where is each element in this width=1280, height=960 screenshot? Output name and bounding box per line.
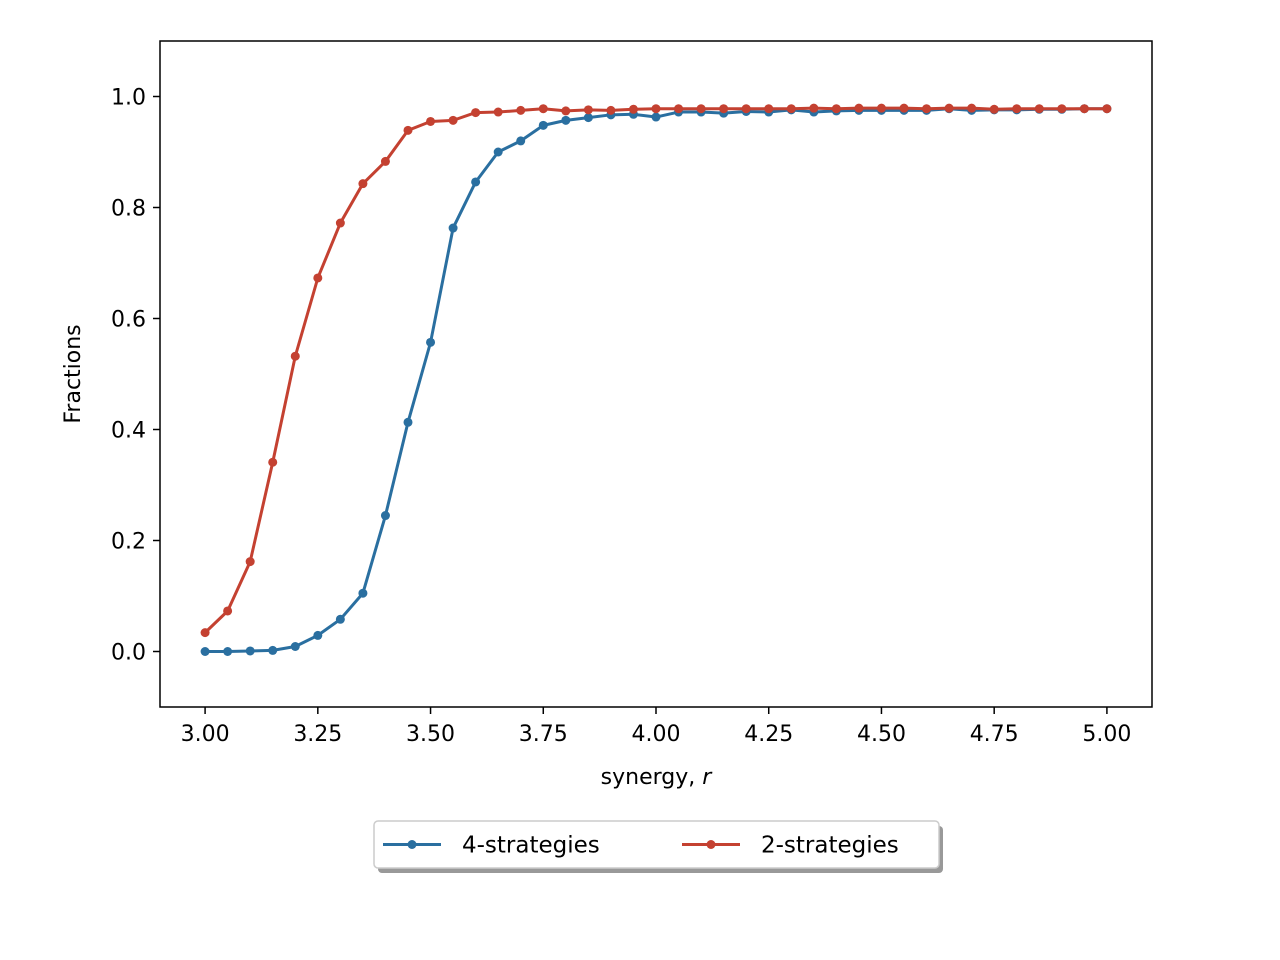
y-tick-label: 0.8 [111, 197, 146, 222]
data-point [403, 417, 413, 427]
data-point [448, 223, 458, 233]
data-point [516, 136, 526, 146]
series-2-strategies [200, 103, 1112, 638]
data-point [223, 647, 233, 656]
data-point [809, 103, 819, 113]
data-point [538, 120, 548, 130]
data-point [674, 104, 684, 114]
x-axis: 3.00 3.25 3.50 3.75 4.00 4.25 4.50 4.75 5.00 [181, 707, 1131, 747]
data-point [313, 630, 323, 640]
data-point [516, 105, 526, 115]
data-point [583, 113, 593, 123]
data-point [245, 646, 255, 656]
data-point [493, 107, 503, 117]
data-point [1079, 104, 1089, 114]
data-point [245, 557, 255, 567]
legend: 4-strategies 2-strategies [373, 820, 943, 873]
x-tick-label: 4.50 [857, 722, 906, 747]
data-point [403, 125, 413, 135]
data-point [358, 588, 368, 598]
data-point [426, 337, 436, 347]
data-point [876, 103, 886, 113]
data-point [764, 104, 774, 114]
data-point [290, 351, 300, 361]
data-point [1057, 104, 1067, 114]
data-point [561, 115, 571, 125]
x-axis-label-variable: r [702, 765, 713, 790]
data-point [561, 106, 571, 116]
data-point [651, 112, 661, 122]
data-point [1034, 104, 1044, 114]
data-point [741, 104, 751, 114]
data-point [471, 108, 481, 118]
legend-marker [407, 840, 417, 849]
data-point [200, 647, 210, 656]
x-tick-label: 3.25 [293, 722, 342, 747]
y-tick-label: 1.0 [111, 86, 146, 111]
data-point [854, 103, 864, 113]
data-point [786, 104, 796, 114]
y-axis: 0.0 0.2 0.4 0.6 0.8 1.0 [111, 86, 160, 666]
data-point [426, 116, 436, 126]
data-point [380, 156, 390, 166]
x-tick-label: 4.75 [970, 722, 1019, 747]
y-tick-label: 0.6 [111, 308, 146, 333]
plot-area [200, 103, 1112, 656]
x-axis-label: synergy, r [601, 765, 714, 790]
data-point [335, 614, 345, 624]
x-tick-label: 3.75 [519, 722, 568, 747]
data-point [223, 606, 233, 616]
data-point [538, 104, 548, 114]
data-point [335, 218, 345, 228]
x-tick-label: 3.50 [406, 722, 455, 747]
data-point [944, 103, 954, 113]
data-point [380, 511, 390, 521]
legend-label: 2-strategies [761, 833, 899, 859]
data-point [200, 628, 210, 638]
data-point [989, 104, 999, 114]
x-tick-label: 3.00 [181, 722, 230, 747]
data-point [651, 104, 661, 114]
data-point [967, 103, 977, 113]
x-axis-label-text: synergy, [601, 765, 703, 790]
data-point [831, 104, 841, 114]
legend-box [373, 820, 940, 869]
data-point [313, 273, 323, 283]
plot-frame [159, 40, 1153, 708]
x-tick-label: 5.00 [1082, 722, 1131, 747]
data-point [606, 105, 616, 115]
data-point [493, 147, 503, 157]
data-point [448, 115, 458, 125]
data-point [268, 457, 278, 467]
data-point [1102, 104, 1112, 114]
data-point [628, 104, 638, 114]
data-point [1012, 104, 1022, 114]
data-point [899, 103, 909, 113]
x-tick-label: 4.25 [744, 722, 793, 747]
data-point [583, 105, 593, 115]
y-tick-label: 0.4 [111, 419, 146, 444]
data-point [290, 642, 300, 652]
y-tick-label: 0.0 [111, 641, 146, 666]
y-tick-label: 0.2 [111, 530, 146, 555]
legend-marker [706, 840, 716, 849]
legend-label: 4-strategies [462, 833, 600, 859]
data-point [268, 645, 278, 655]
data-point [696, 104, 706, 114]
x-tick-label: 4.00 [632, 722, 681, 747]
data-point [922, 104, 932, 114]
data-point [719, 104, 729, 114]
y-axis-label: Fractions [61, 324, 86, 423]
data-point [358, 179, 368, 189]
data-point [471, 177, 481, 187]
